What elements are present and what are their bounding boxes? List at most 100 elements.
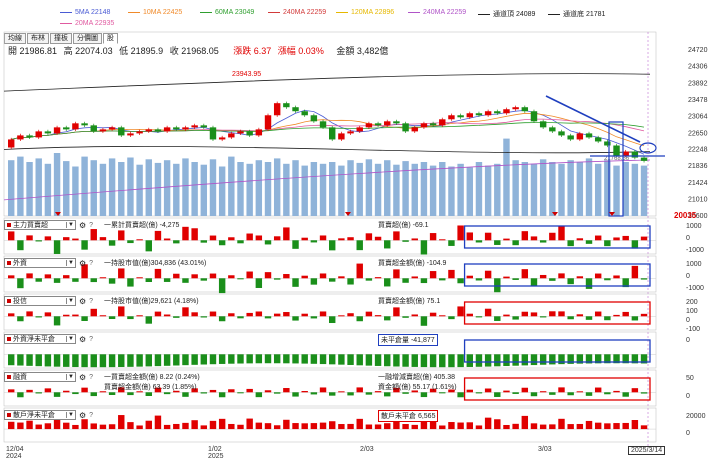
indicator-bar [310,316,318,319]
indicator-bar [576,238,584,241]
indicator-bar [622,278,629,288]
volume-bar [338,165,345,216]
indicator-bar [329,421,336,430]
indicator-bar [63,275,70,279]
indicator-bar [365,233,373,241]
indicator-bar [604,392,611,395]
indicator-bar [631,388,639,393]
volume-bar [301,165,308,216]
panel-frame [3,293,657,331]
tab-0[interactable]: 均線 [4,33,26,44]
indicator-bar [411,276,418,279]
tab-2[interactable]: 撞板 [50,33,72,44]
main-chart[interactable]: 24720 24306 23892 23478 23064 22650 22248 21836… [0,30,720,446]
current-price-label: 20035 [674,211,697,220]
indicator-bar [237,240,244,244]
tab-4[interactable]: 股 [103,33,118,44]
indicator-bar [72,392,79,395]
volume-bar [173,163,180,216]
indicator-bar [127,392,134,396]
indicator-bar [338,276,345,279]
indicator-bar [99,391,107,393]
legend-item: 120MA 22896 [336,9,394,16]
indicator-bar [90,229,97,241]
indicator-bar [154,354,162,367]
candle-body [228,133,235,138]
indicator-bar [576,354,584,364]
indicator-bar [329,392,336,396]
legend-label: 10MA 22425 [143,9,183,16]
volume-bar [539,159,547,216]
indicator-bar [622,392,629,397]
volume-bar [622,162,629,216]
candle-body [209,127,217,140]
indicator-bar [549,232,556,241]
ma-line [11,112,645,147]
panel-tick-label: 0 [686,430,690,437]
indicator-bar [402,392,409,394]
indicator-bar [90,392,97,397]
indicator-bar [530,392,538,397]
indicator-bar [44,312,52,317]
candle-body [585,133,593,138]
candle-body [145,129,152,132]
amount-value: 金額 3,482億 [336,46,389,56]
volume-bar [292,160,299,216]
indicator-bar [356,240,363,251]
indicator-bar [622,354,629,364]
indicator-bar [393,269,400,279]
panel-tick-label: 0 [686,235,690,242]
legend-label: 60MA 23049 [215,9,255,16]
candle-body [154,129,162,132]
volume-bar [365,159,373,216]
indicator-bar [209,420,217,430]
indicator-bar [365,354,373,366]
candle-body [53,127,61,134]
indicator-bar [448,354,455,368]
indicator-bar [512,423,519,430]
indicator-bar [44,423,52,430]
indicator-bar [99,277,107,279]
candle-body [127,133,134,136]
indicator-bar [228,423,235,430]
indicator-bar [8,421,15,430]
indicator-bar [35,316,42,318]
indicator-bar [494,419,501,430]
indicator-bar [374,236,382,241]
legend-label: 240MA 22259 [283,9,327,16]
indicator-bar [420,392,428,398]
indicator-bar [53,240,61,254]
indicator-bar [558,387,565,393]
indicator-bar [384,392,391,397]
indicator-bar [26,311,33,317]
tab-1[interactable]: 布林 [27,33,49,44]
candle-body [237,131,244,134]
indicator-bar [411,390,418,393]
candle-body [503,109,510,114]
indicator-bar [283,354,290,364]
trend-line [545,95,641,143]
indicator-bar [521,269,529,279]
indicator-bar [631,420,639,430]
indicator-bar [209,354,217,365]
indicator-bar [585,240,593,244]
indicator-bar [136,425,143,430]
x-axis-label: 3/03 [538,446,552,453]
tab-3[interactable]: 分價圖 [73,33,102,44]
indicator-bar [182,354,189,366]
indicator-bar [108,392,116,395]
panel-tick-label: 200 [686,299,698,306]
indicator-bar [154,230,162,241]
candle-body [118,127,125,136]
indicator-bar [512,392,519,394]
volume-bar [283,163,290,216]
legend-label: 20MA 22935 [75,20,115,27]
panel-tick-label: 0 [686,317,690,324]
volume-bar [182,158,189,216]
candle-body [530,111,538,122]
low-label: 21768.56 [604,156,630,162]
indicator-bar [108,278,116,284]
indicator-bar [494,316,501,321]
pct-value: 漲幅 0.03% [277,46,324,56]
volume-bar [255,160,263,216]
